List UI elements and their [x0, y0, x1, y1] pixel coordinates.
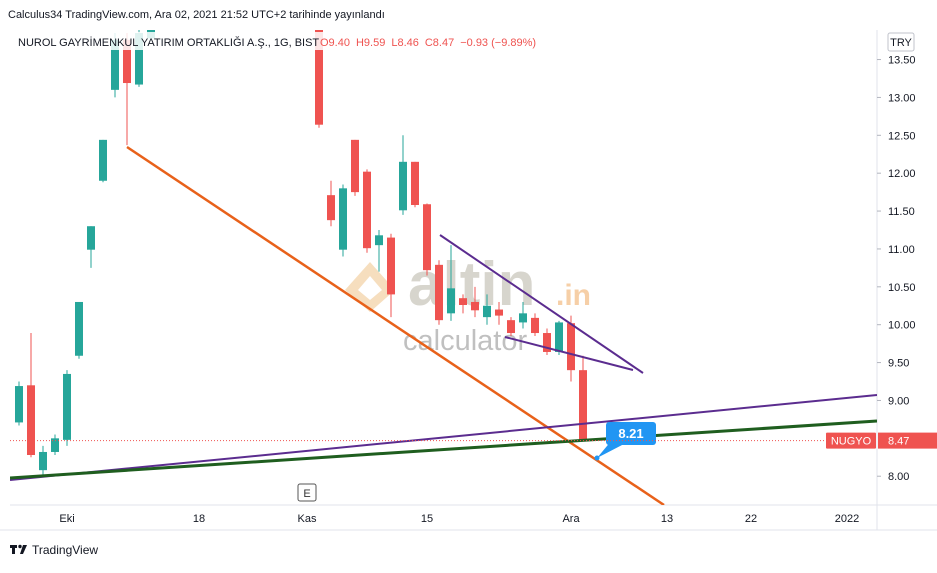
candle-body [135, 33, 143, 85]
logo-shape [12, 545, 15, 554]
last-price: NUGYO 8.47 [10, 432, 937, 449]
y-tick-label: 13.00 [888, 92, 916, 104]
plot [15, 30, 587, 475]
candle-body [15, 386, 23, 423]
legend-bg [10, 32, 560, 50]
callout-dot [594, 455, 600, 461]
x-tick-label: 22 [745, 513, 757, 525]
candle-body [27, 385, 35, 455]
footer-logo [10, 544, 27, 554]
last-price-badge [878, 432, 937, 449]
watermark: altin .in calculator [345, 250, 591, 357]
y-tick-label: 11.50 [888, 206, 915, 218]
legend-value: C8.47 [425, 37, 454, 49]
callout-box [606, 422, 656, 445]
drawings [10, 145, 877, 505]
watermark-text: calculator [403, 325, 527, 357]
y-tick-label: 12.50 [888, 130, 916, 142]
candle-body [63, 373, 71, 440]
y-tick-label: 9.50 [888, 358, 909, 370]
legend-value: O9.40 [320, 37, 350, 49]
callout-text: 8.21 [618, 426, 643, 441]
trend-line [504, 336, 634, 371]
candle-body [519, 313, 527, 323]
candle-body [87, 226, 95, 250]
candle-body [99, 139, 107, 181]
candle-body [351, 139, 359, 193]
legend-value: L8.46 [391, 37, 419, 49]
currency-box[interactable] [887, 32, 915, 52]
axes: 8.00 9.00 9.50 10.00 10.50 11.00 11.50 12.00 12.… [59, 55, 915, 525]
candle-body [483, 305, 491, 318]
x-tick-label: 2022 [835, 513, 859, 525]
candle-body [459, 298, 467, 305]
candle-body [123, 39, 131, 84]
candle-body [315, 30, 323, 125]
candle-body [411, 161, 419, 205]
legend-title: NUROL GAYRİMENKUL YATIRIM ORTAKLIĞI A.Ş.… [18, 36, 319, 49]
candle-body [543, 333, 551, 352]
candle-body [531, 317, 539, 334]
event-marker-label[interactable]: E [303, 488, 310, 500]
callout: 8.21 [594, 422, 656, 461]
candle-body [327, 195, 335, 221]
x-tick-label: 13 [661, 513, 673, 525]
candle-body [51, 438, 59, 452]
candle-body [435, 264, 443, 321]
candle-body [567, 323, 575, 371]
y-tick-label: 10.50 [888, 282, 916, 294]
candle-body [399, 161, 407, 211]
legend-value: −0.93 (−9.89%) [460, 37, 536, 49]
legend-value: H9.59 [356, 37, 385, 49]
candle-body [579, 370, 587, 441]
candle-body [507, 320, 515, 334]
candle-body [39, 451, 47, 471]
candle-body [111, 39, 119, 90]
trend-line [126, 145, 665, 505]
publisher: Calculus34 TradingView.com, Ara 02, 2021… [8, 9, 385, 21]
y-tick-label: 10.00 [888, 320, 916, 332]
footer-brand[interactable]: TradingView [32, 543, 98, 557]
x-tick-label: Ara [562, 513, 580, 525]
x-tick-label: Eki [59, 513, 74, 525]
x-tick-label: 15 [421, 513, 433, 525]
candle-body [363, 171, 371, 249]
currency[interactable]: TRY [890, 37, 912, 49]
x-tick-label: Kas [298, 513, 317, 525]
watermark-text: .in [556, 279, 591, 312]
y-tick-label: 8.00 [888, 471, 909, 483]
candle-body [471, 301, 479, 311]
candle-body [423, 204, 431, 271]
legend: O9.40 H9.59 L8.46 C8.47 −0.93 (−9.89%) [320, 37, 536, 49]
y-tick-label: 11.00 [888, 244, 915, 256]
trend-line [10, 394, 877, 481]
logo-shape [18, 544, 22, 549]
last-price-label: 8.47 [888, 436, 909, 448]
trend-line [10, 419, 877, 480]
candle-body [495, 309, 503, 316]
y-tick-label: 12.00 [888, 168, 916, 180]
candle-body [387, 237, 395, 295]
candle-body [375, 235, 383, 246]
candle-body [339, 188, 347, 250]
trend-line [439, 234, 644, 374]
x-tick-label: 18 [193, 513, 205, 525]
y-tick-label: 13.50 [888, 55, 916, 67]
candle-body [555, 322, 563, 352]
event-marker[interactable] [297, 483, 317, 502]
logo-shape [20, 545, 27, 554]
symbol-label: NUGYO [831, 436, 872, 448]
candle-body [75, 301, 83, 356]
symbol-badge [826, 432, 876, 449]
y-tick-label: 9.00 [888, 395, 909, 407]
candle-body [447, 288, 455, 314]
watermark-logo [358, 276, 382, 300]
